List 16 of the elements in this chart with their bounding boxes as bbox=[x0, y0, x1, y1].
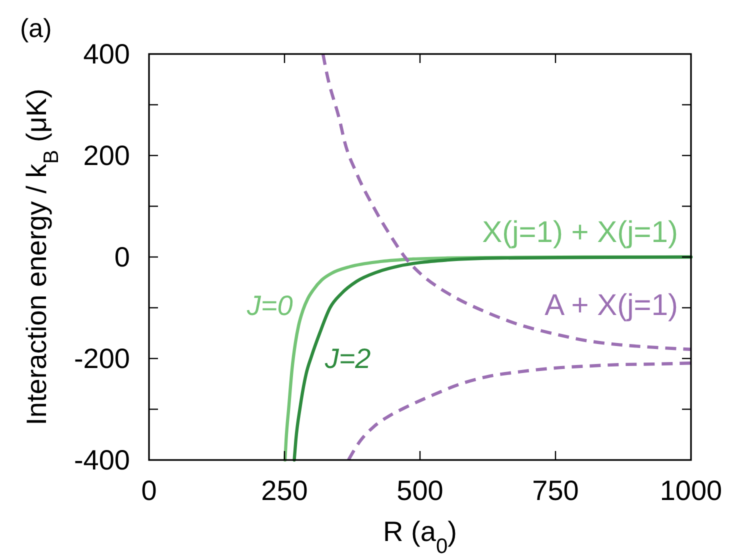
series-label: J=0 bbox=[246, 290, 294, 322]
y-tick-label: 0 bbox=[114, 242, 130, 272]
x-tick-label: 750 bbox=[532, 475, 579, 506]
y-tick-label: 200 bbox=[83, 140, 130, 171]
y-tick-label: 400 bbox=[83, 38, 130, 70]
x-tick-label: 1000 bbox=[660, 475, 722, 506]
y-tick-label: -400 bbox=[74, 444, 130, 476]
x-tick-label: 250 bbox=[261, 475, 308, 506]
x-tick-label: 0 bbox=[141, 475, 157, 506]
x-tick-label: 500 bbox=[396, 475, 444, 506]
x-axis-title: R (a$_{0}$) bbox=[383, 516, 457, 558]
annotation: X(j=1) + X(j=1) bbox=[482, 216, 678, 250]
series-label: J=2 bbox=[324, 343, 372, 374]
y-tick-label: -200 bbox=[74, 343, 130, 374]
annotation: A + X(j=1) bbox=[544, 289, 678, 322]
chart-title: (a) bbox=[20, 13, 52, 43]
